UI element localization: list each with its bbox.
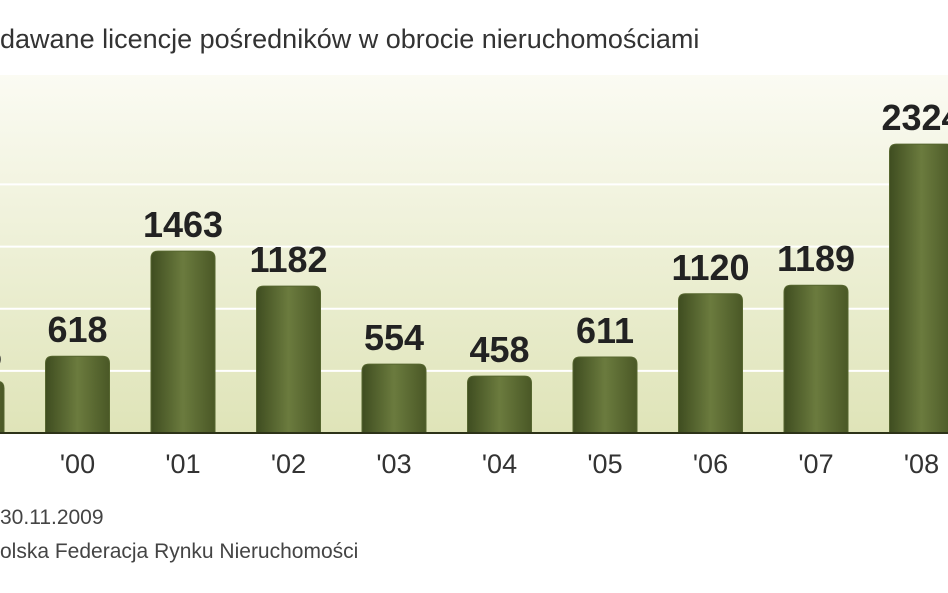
- x-tick-label: '07: [798, 449, 833, 479]
- value-label: 2324: [881, 97, 948, 138]
- value-label: 618: [47, 309, 107, 350]
- bar: [361, 363, 427, 434]
- x-tick-label: '04: [482, 449, 517, 479]
- x-tick-label: '02: [271, 449, 306, 479]
- value-label: 1463: [143, 204, 223, 245]
- note: olska Federacja Rynku Nieruchomości: [0, 540, 358, 563]
- x-tick-label: '06: [693, 449, 728, 479]
- x-tick-label: '08: [904, 449, 939, 479]
- x-tick-label: '05: [587, 449, 622, 479]
- value-label: 1120: [671, 247, 749, 288]
- value-label: 1182: [249, 239, 327, 280]
- bar: [467, 375, 532, 434]
- bar: [572, 356, 638, 434]
- chart-title: dawane licencje pośredników w obrocie ni…: [0, 24, 699, 54]
- bar: [783, 284, 849, 434]
- value-label: 611: [576, 310, 634, 351]
- value-label: 1189: [777, 238, 855, 279]
- bar: [256, 285, 321, 434]
- value-label: 554: [364, 317, 424, 358]
- x-tick-label: '01: [165, 449, 200, 479]
- value-label: 458: [469, 329, 529, 370]
- x-tick-label: '03: [376, 449, 411, 479]
- bar: [45, 355, 110, 434]
- note: 30.11.2009: [0, 506, 104, 529]
- bar: [150, 250, 216, 434]
- bar: [889, 143, 948, 434]
- value-label: 416: [0, 334, 2, 375]
- x-tick-label: '00: [60, 449, 95, 479]
- bar: [678, 293, 743, 434]
- bar: [0, 381, 5, 434]
